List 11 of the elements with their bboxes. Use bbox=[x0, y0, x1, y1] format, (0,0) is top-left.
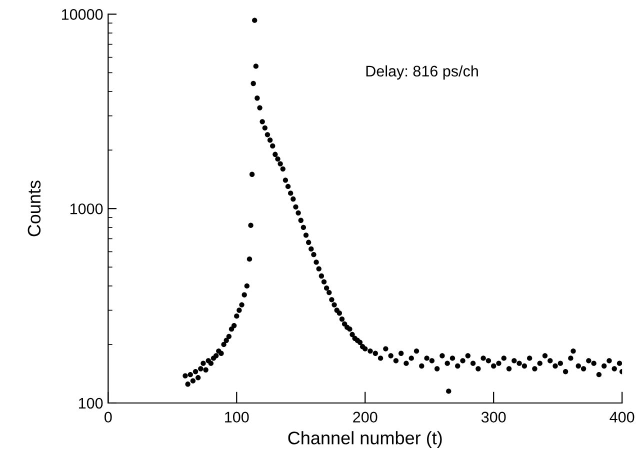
y-tick-label: 10000 bbox=[62, 9, 103, 20]
x-tick-label: 100 bbox=[225, 412, 249, 423]
x-tick-label: 0 bbox=[104, 412, 112, 423]
annotation: Delay: 816 ps/ch bbox=[366, 65, 478, 80]
x-tick-label: 300 bbox=[481, 412, 506, 423]
y-tick-label: 1000 bbox=[70, 203, 103, 214]
x-tick-label: 200 bbox=[353, 412, 378, 423]
x-axis-title: Channel number (t) bbox=[288, 431, 442, 448]
y-tick-label: 100 bbox=[78, 398, 103, 409]
y-axis-title: Counts bbox=[28, 180, 41, 236]
x-tick-label: 400 bbox=[610, 412, 634, 423]
